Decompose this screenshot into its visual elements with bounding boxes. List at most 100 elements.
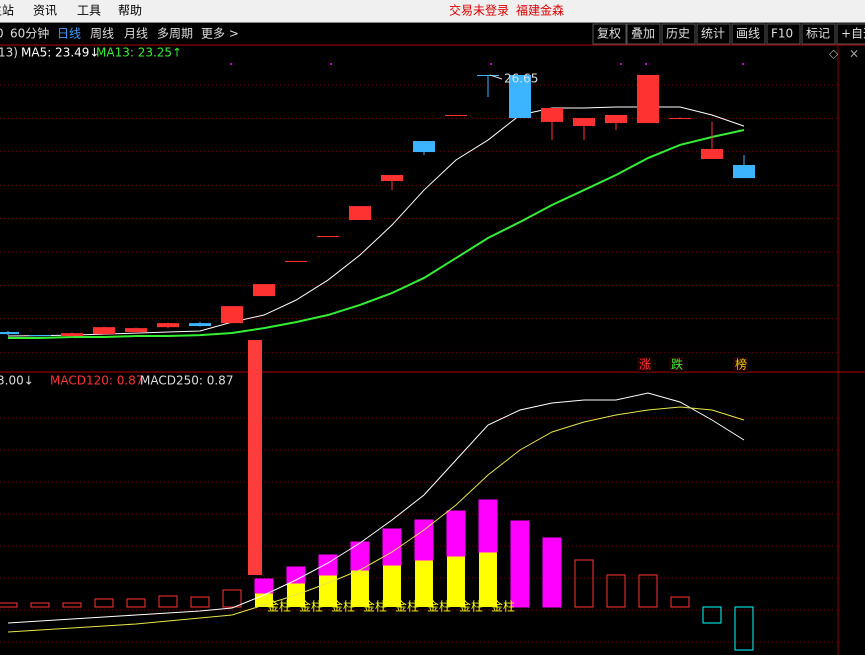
menu-item[interactable]: 资讯 [33, 4, 57, 18]
menu-bar [0, 0, 865, 22]
candle-body [509, 75, 531, 119]
candle-body [637, 75, 659, 124]
board-label[interactable]: 榜 [735, 357, 747, 372]
period-tab[interactable]: 周线 [90, 27, 114, 41]
candle-body [573, 118, 595, 126]
macd-bar [702, 606, 722, 624]
board-label-bg [669, 357, 684, 372]
candle-body [61, 333, 83, 337]
macd-bar [254, 578, 274, 594]
marker-dot [645, 63, 647, 65]
macd-bar [670, 596, 690, 608]
tool-button[interactable]: F10 [771, 27, 793, 41]
tool-button[interactable]: 历史 [666, 27, 690, 41]
candle-body [477, 75, 499, 76]
tool-button-frame [592, 23, 627, 45]
candle-body [29, 335, 51, 337]
tool-button-frame [661, 23, 696, 45]
candle-body [733, 164, 755, 179]
macd-bar [286, 566, 306, 584]
gold-label: 金柱 [363, 599, 387, 614]
ma5-line [7, 106, 745, 337]
gold-label: 金柱 [395, 599, 419, 614]
candle-body [413, 141, 435, 153]
macd-bar [126, 598, 146, 608]
marker-dot [490, 63, 492, 65]
tool-button[interactable]: 画线 [736, 27, 760, 41]
tool-button[interactable]: 复权 [597, 27, 621, 41]
high-pointer [489, 74, 503, 80]
high-label: 26.65 [504, 72, 538, 86]
tool-button[interactable]: 标记 [806, 27, 830, 41]
gold-label: 金柱 [491, 599, 515, 614]
gold-label: 金柱 [299, 599, 323, 614]
login-status: 交易未登录 [449, 3, 509, 18]
candle-body [349, 206, 371, 221]
gold-bar [479, 552, 497, 607]
board-label[interactable]: 涨 [639, 357, 651, 372]
dif-line [7, 392, 745, 624]
period-tab[interactable]: 60分钟 [10, 26, 49, 41]
gold-bar [383, 565, 401, 607]
gold-bar [351, 570, 369, 607]
macd-bar [158, 595, 178, 608]
gold-label: 金柱 [459, 599, 483, 614]
macd-bar [542, 537, 562, 608]
macd-bar [350, 541, 370, 571]
period-tab[interactable]: 0 [0, 27, 4, 41]
macd-bar [734, 606, 754, 651]
ma13-label: MA13: 23.25↑ [96, 46, 182, 60]
macd-bar [606, 574, 626, 608]
menu-item[interactable]: 帮助 [118, 4, 142, 18]
tool-button[interactable]: 统计 [701, 27, 725, 41]
candle-body [605, 114, 627, 124]
diamond-icon: ◇ [829, 47, 839, 61]
menu-border [0, 22, 865, 23]
macd-bar [222, 589, 242, 608]
period-tab[interactable]: 更多 > [201, 27, 239, 41]
candle-body [381, 175, 403, 182]
period-tab[interactable]: 月线 [124, 27, 148, 41]
macd-bar [30, 602, 50, 608]
tool-button-frame [801, 23, 836, 45]
candle-body [445, 114, 467, 116]
marker-dot [330, 63, 332, 65]
candle-body [189, 323, 211, 327]
tool-button[interactable]: 叠加 [631, 27, 655, 41]
candle-body [317, 236, 339, 238]
candle-body [125, 328, 147, 333]
tool-button[interactable]: +自选 [841, 27, 865, 41]
macd-bar [574, 559, 594, 608]
macd-bar [446, 510, 466, 557]
marker-dot [742, 63, 744, 65]
board-label-bg [637, 357, 652, 372]
period-tab[interactable]: 多周期 [157, 27, 193, 41]
macd-bar [190, 596, 210, 608]
tool-button-frame [766, 23, 801, 45]
marker-dot [230, 63, 232, 65]
board-label[interactable]: 跌 [671, 357, 683, 372]
macd-label: MACD250: 0.87 [140, 374, 233, 388]
ma13-line [8, 129, 745, 339]
marker-dot [620, 63, 622, 65]
gold-bar [415, 560, 433, 607]
macd-bar [510, 520, 530, 608]
gold-label: 金柱 [331, 599, 355, 614]
tool-button-frame [731, 23, 766, 45]
gold-bar [319, 575, 337, 607]
candle-body [669, 118, 691, 120]
candle-body [157, 323, 179, 328]
macd-bar [94, 598, 114, 608]
login-status: 福建金森 [516, 3, 564, 18]
macd-bar [414, 519, 434, 561]
gold-label: 金柱 [427, 599, 451, 614]
macd-label: 3.00↓ [0, 374, 34, 388]
tool-button-frame [836, 23, 865, 45]
tool-button-frame [696, 23, 731, 45]
menu-item[interactable]: 工具 [77, 4, 101, 18]
gold-label: 金柱 [267, 599, 291, 614]
period-tab[interactable]: 日线 [57, 27, 81, 41]
menu-item[interactable]: 主站 [0, 4, 14, 18]
